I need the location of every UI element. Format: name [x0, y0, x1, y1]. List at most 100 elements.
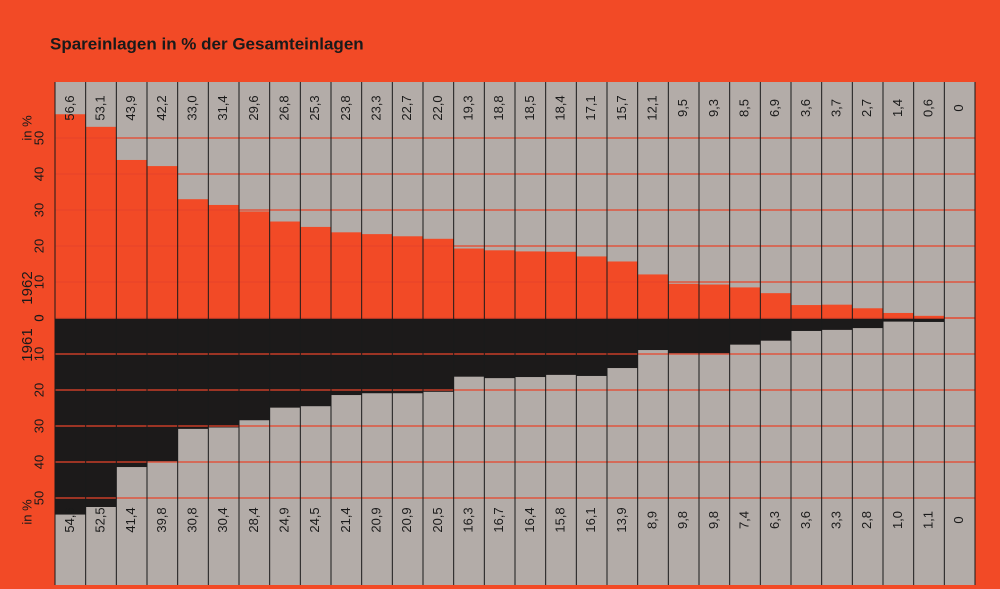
value-label: 53,1: [92, 95, 107, 120]
value-label: 29,6: [246, 95, 261, 120]
value-label: 3,6: [798, 511, 813, 529]
value-label: 9,8: [706, 511, 721, 529]
bar: [668, 283, 699, 318]
value-label: 24,9: [276, 507, 291, 532]
bar: [116, 318, 147, 468]
value-label: 1,4: [890, 99, 905, 117]
bar: [852, 308, 883, 318]
value-label: 23,3: [368, 95, 383, 120]
bar: [913, 315, 945, 318]
bar: [576, 318, 607, 376]
value-label: 28,4: [246, 507, 261, 532]
bar: [637, 318, 669, 351]
value-label: 8,9: [644, 511, 659, 529]
bar: [729, 318, 761, 345]
bar: [331, 232, 362, 318]
value-label: 9,3: [706, 99, 721, 117]
value-label: 30,8: [184, 507, 199, 532]
value-label: 20,5: [430, 507, 445, 532]
value-label: 2,7: [859, 99, 874, 117]
value-label: 3,7: [828, 99, 843, 117]
value-label: 19,3: [460, 95, 475, 120]
bar: [821, 304, 853, 318]
bar: [607, 261, 638, 318]
value-label: 8,5: [736, 99, 751, 117]
bar: [331, 318, 362, 396]
bar: [791, 305, 822, 318]
value-label: 3,3: [828, 511, 843, 529]
bar: [55, 114, 86, 319]
value-label: 18,4: [552, 95, 567, 120]
value-label: 26,8: [276, 95, 291, 120]
value-label: 1,1: [920, 511, 935, 529]
value-label: 39,8: [154, 507, 169, 532]
bar: [760, 293, 791, 318]
value-label: 22,7: [399, 95, 414, 120]
y-tick-label: 0: [31, 314, 46, 321]
bar: [607, 318, 638, 369]
value-label: 42,2: [154, 95, 169, 120]
bar: [791, 318, 822, 331]
value-label: 31,4: [215, 95, 230, 120]
value-label: 16,4: [522, 507, 537, 532]
y-tick-label: 20: [31, 383, 46, 397]
value-label: 43,9: [123, 95, 138, 120]
y-tick-label: 10: [31, 275, 46, 289]
value-label: 41,4: [123, 507, 138, 532]
y-tick-label: 40: [31, 455, 46, 469]
bar: [55, 318, 86, 515]
y-tick-label: 30: [31, 203, 46, 217]
value-label: 16,7: [491, 507, 506, 532]
bar: [545, 318, 577, 375]
value-label: 52,5: [92, 507, 107, 532]
value-label: 23,8: [338, 95, 353, 120]
value-label: 33,0: [184, 95, 199, 120]
value-label: 18,5: [522, 95, 537, 120]
value-label: 0,6: [920, 99, 935, 117]
bar: [883, 318, 914, 322]
value-label: 54,6: [62, 507, 77, 532]
y-tick-label: 10: [31, 347, 46, 361]
bar: [484, 318, 515, 379]
value-label: 21,4: [338, 507, 353, 532]
bar: [208, 318, 239, 428]
y-tick-label: 50: [31, 131, 46, 145]
bar: [913, 318, 945, 322]
value-label: 0: [951, 516, 966, 523]
bar: [699, 284, 730, 318]
value-label: 2,8: [859, 511, 874, 529]
value-label: 3,6: [798, 99, 813, 117]
value-label: 56,6: [62, 95, 77, 120]
value-label: 9,8: [675, 511, 690, 529]
value-label: 15,8: [552, 507, 567, 532]
bar: [484, 250, 515, 318]
y-tick-label: 0: [31, 314, 46, 321]
bar: [147, 166, 178, 318]
value-label: 0: [951, 104, 966, 111]
bar: [85, 126, 117, 318]
bar: [85, 318, 117, 507]
y-tick-label: 40: [31, 167, 46, 181]
bar: [515, 251, 546, 318]
value-label: 20,9: [399, 507, 414, 532]
value-label: 13,9: [614, 507, 629, 532]
axis-label: in %: [19, 499, 34, 525]
bar: [269, 318, 301, 408]
value-label: 30,4: [215, 507, 230, 532]
bar: [239, 211, 270, 318]
bar: [361, 318, 393, 394]
legend-label: 1961: [19, 328, 36, 361]
bar: [392, 236, 423, 318]
value-label: 16,3: [460, 507, 475, 532]
bar: [515, 318, 546, 378]
value-label: 6,9: [767, 99, 782, 117]
value-label: 15,7: [614, 95, 629, 120]
chart-title: Spareinlagen in % der Gesamteinlagen: [50, 34, 364, 53]
bar: [423, 238, 454, 318]
bar: [821, 318, 853, 330]
bar: [423, 318, 454, 392]
value-label: 20,9: [368, 507, 383, 532]
value-label: 6,3: [767, 511, 782, 529]
bar: [239, 318, 270, 421]
